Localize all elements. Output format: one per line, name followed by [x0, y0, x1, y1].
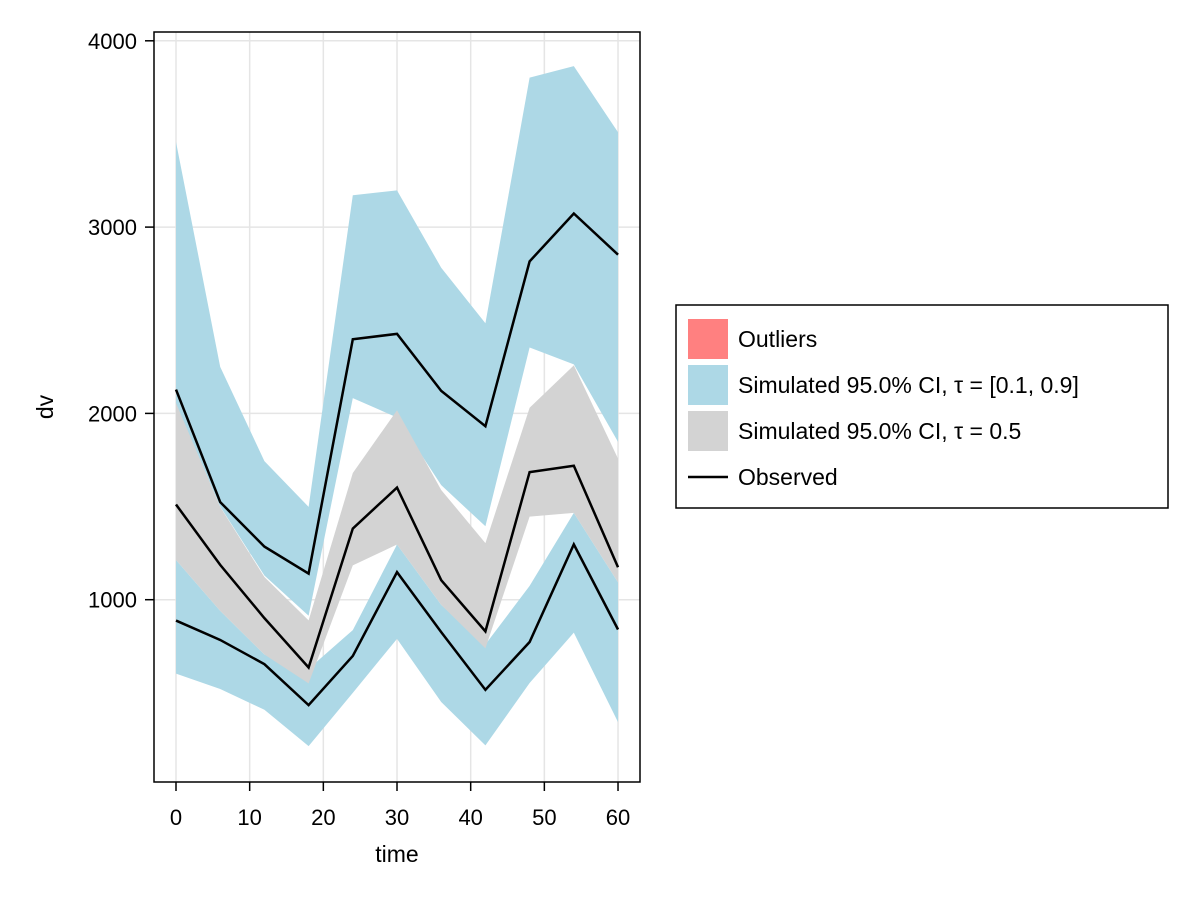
x-axis: 0 10 20 30 40 50 60 [170, 782, 630, 830]
x-tick-label: 60 [606, 805, 630, 830]
legend-box [675, 304, 1169, 509]
observed-lines [174, 211, 620, 707]
y-tick-label: 3000 [88, 215, 137, 240]
legend: Outliers Simulated 95.0% CI, τ = [0.1, 0.… [675, 304, 1169, 509]
y-axis-label: dv [32, 394, 58, 419]
ci-band [176, 365, 619, 684]
legend-label: Outliers [738, 326, 817, 352]
observed-line [175, 541, 620, 707]
x-tick-label: 0 [170, 805, 182, 830]
x-tick-label: 30 [385, 805, 409, 830]
y-axis: 1000 2000 3000 4000 [88, 29, 154, 613]
legend-label: Simulated 95.0% CI, τ = [0.1, 0.9] [738, 372, 1079, 398]
x-tick-label: 20 [311, 805, 335, 830]
observed-line [174, 464, 620, 670]
x-axis-label: time [375, 841, 418, 867]
legend-label: Observed [738, 464, 838, 490]
ci-band [176, 66, 619, 616]
ci-band [176, 512, 619, 747]
x-tick-label: 10 [237, 805, 261, 830]
observed-line [174, 211, 619, 576]
x-tick-label: 40 [458, 805, 482, 830]
x-tick-label: 50 [532, 805, 556, 830]
ci-bands [176, 66, 619, 747]
legend-swatch [688, 365, 728, 405]
legend-swatch [688, 319, 728, 359]
legend-swatch [688, 411, 728, 451]
y-tick-label: 1000 [88, 588, 137, 613]
y-tick-label: 4000 [88, 29, 137, 54]
y-tick-label: 2000 [88, 401, 137, 426]
legend-label: Simulated 95.0% CI, τ = 0.5 [738, 418, 1021, 444]
